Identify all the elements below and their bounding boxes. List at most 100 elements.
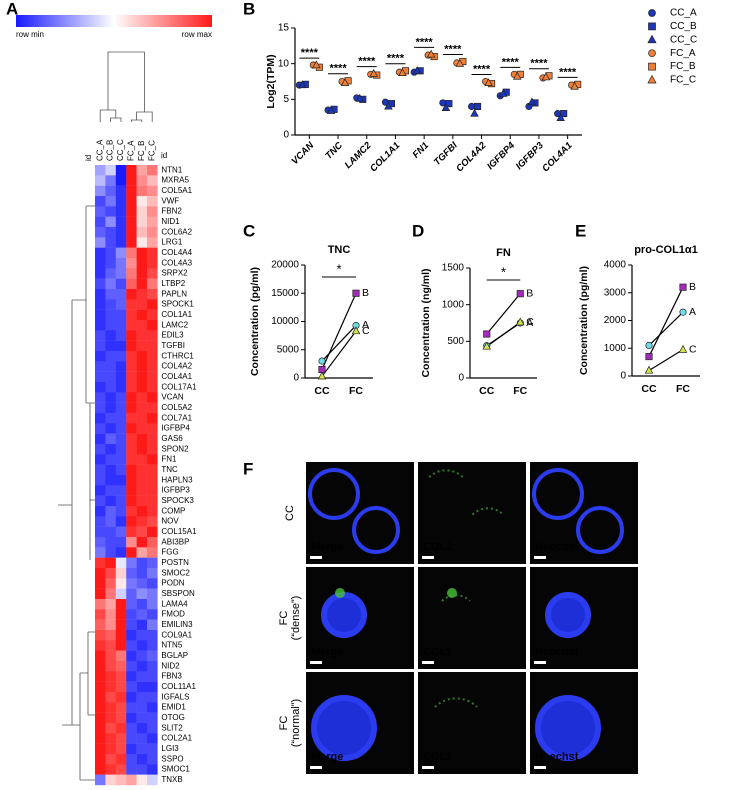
heatmap-cell <box>147 506 158 517</box>
heatmap-cell <box>136 764 148 775</box>
heatmap-cell <box>136 599 148 610</box>
heatmap-cell <box>115 692 127 703</box>
data-point <box>470 108 479 117</box>
heatmap-cell <box>105 464 116 476</box>
heatmap-cell <box>95 506 106 517</box>
channel-label: Merge <box>311 751 343 763</box>
data-point <box>512 71 522 80</box>
row-label: COL5A1 <box>161 186 192 195</box>
heatmap-cell <box>105 268 116 279</box>
heatmap-cell <box>105 309 116 321</box>
heatmap-cell <box>95 681 106 693</box>
heatmap-cell <box>126 547 137 558</box>
heatmap-cell <box>115 619 127 631</box>
heatmap-cell <box>126 361 137 372</box>
x-tick-label: COL4A2 <box>454 140 489 175</box>
heatmap-cell <box>136 278 148 290</box>
series-end-label: C <box>526 316 534 328</box>
heatmap-cell <box>126 309 137 321</box>
row-label: (“normal”) <box>290 699 302 747</box>
y-tick-label: 15000 <box>271 288 299 299</box>
heatmap-cell <box>115 743 127 755</box>
panel-label: A <box>6 0 18 18</box>
heatmap-cell <box>136 537 148 548</box>
heatmap-cell <box>95 464 106 476</box>
row-label: SPON2 <box>161 444 189 453</box>
row-label: SMOC2 <box>161 568 190 577</box>
data-point <box>455 58 465 67</box>
heatmap-cell <box>147 557 158 569</box>
heatmap-cell <box>136 185 148 197</box>
heatmap-cell <box>147 320 158 331</box>
y-tick-label: 3000 <box>604 287 627 298</box>
heatmap-cell <box>147 485 158 496</box>
data-point <box>527 97 537 106</box>
heatmap-cell <box>136 423 148 434</box>
micrograph <box>418 672 526 774</box>
heatmap-cell <box>105 278 116 290</box>
heatmap-cell <box>115 216 127 228</box>
series-end-label: C <box>689 343 697 355</box>
colorbar-max-label: row max <box>182 30 212 39</box>
heatmap-cell <box>126 733 137 744</box>
data-point <box>326 106 336 114</box>
y-tick-label: 1000 <box>604 343 627 354</box>
heatmap-cell <box>136 578 148 589</box>
heatmap-cell <box>115 764 127 775</box>
heatmap-cell <box>105 537 116 548</box>
row-label: EMILIN3 <box>161 620 193 629</box>
legend-marker <box>648 49 656 58</box>
heatmap-cell <box>115 650 127 662</box>
heatmap-cell <box>105 516 116 527</box>
heatmap-cell <box>115 702 127 713</box>
row-label: PAPLN <box>161 289 187 298</box>
heatmap-cell <box>136 175 148 186</box>
heatmap-cell <box>95 402 106 414</box>
heatmap-cell <box>136 547 148 558</box>
row-label: TGFBI <box>161 341 185 350</box>
heatmap-cell <box>95 516 106 527</box>
channel-label: Merge <box>311 541 343 553</box>
channel-label: Merge <box>311 646 343 658</box>
heatmap-cell <box>147 433 158 445</box>
row-label: FC <box>278 716 290 731</box>
row-label: SMOC1 <box>161 765 190 774</box>
series-line <box>648 286 684 357</box>
heatmap-cell <box>105 764 116 775</box>
row-label: NTN1 <box>161 165 182 174</box>
heatmap-cell <box>95 454 106 465</box>
heatmap-cell <box>115 723 127 734</box>
heatmap-cell <box>115 309 127 321</box>
heatmap-cell <box>126 671 137 682</box>
heatmap-cell <box>105 526 116 538</box>
row-label: LGI3 <box>161 744 179 753</box>
heatmap-cell <box>95 444 106 455</box>
scale-bar <box>422 766 434 769</box>
data-point <box>474 102 482 111</box>
panel-label: F <box>243 459 253 478</box>
heatmap-cell <box>126 299 137 310</box>
heatmap-cell <box>126 588 137 600</box>
significance-label: **** <box>559 66 577 78</box>
heatmap-cell <box>147 423 158 434</box>
heatmap-cell <box>147 774 158 786</box>
heatmap-cell <box>115 340 127 352</box>
row-label: SSPO <box>161 754 183 763</box>
row-label: ABI3BP <box>161 537 189 546</box>
y-tick-label: 1000 <box>442 299 465 310</box>
heatmap-cell <box>95 743 106 755</box>
heatmap-cell <box>126 371 137 383</box>
y-tick-label: 0 <box>458 373 464 384</box>
hoechst-signal <box>352 506 400 554</box>
x-tick-label: IGFBP4 <box>485 140 518 173</box>
channel-label: COL1 <box>423 541 452 553</box>
data-point <box>484 78 493 86</box>
heatmap-cell <box>147 743 158 755</box>
legend-marker <box>648 9 656 17</box>
heatmap-cell <box>105 640 116 651</box>
heatmap-cell <box>136 661 148 672</box>
micrograph <box>418 462 526 564</box>
row-label: PODN <box>161 579 184 588</box>
heatmap-cell <box>105 599 116 610</box>
